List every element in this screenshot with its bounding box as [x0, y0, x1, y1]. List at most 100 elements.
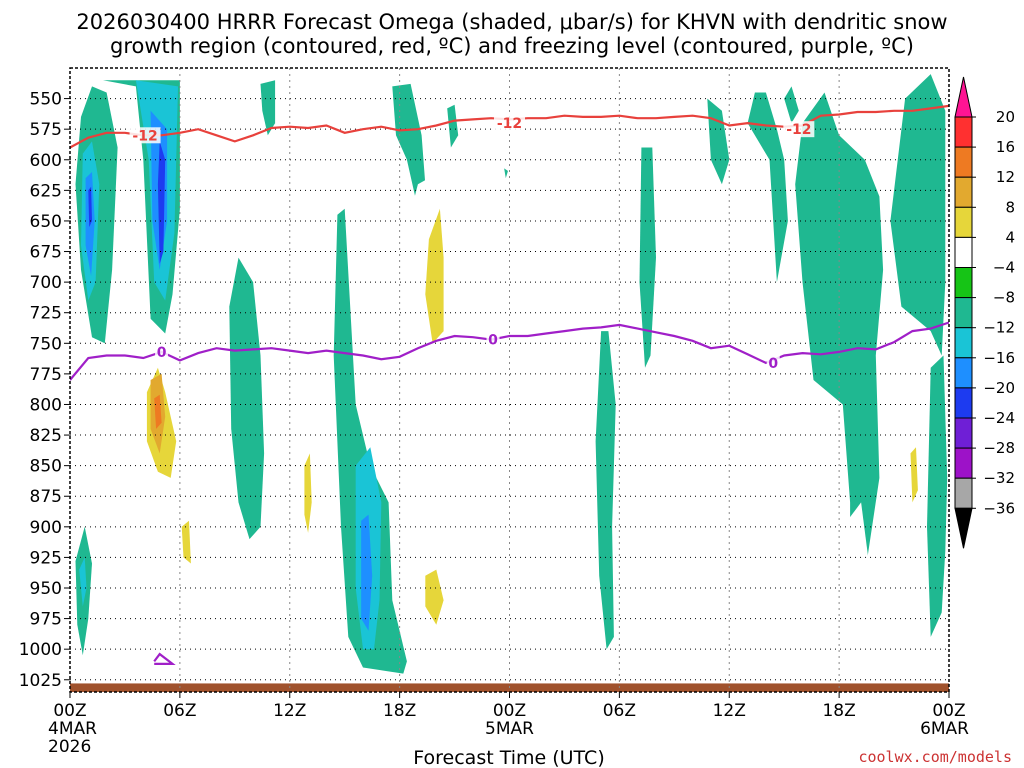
omega-region-12 — [333, 208, 407, 674]
y-tick-label: 550 — [30, 90, 62, 110]
dgz-contour-minus12-label-bg — [494, 115, 525, 132]
chart-title-line-1: 2026030400 HRRR Forecast Omega (shaded, … — [76, 10, 948, 34]
colorbar-label: −4 — [993, 259, 1015, 277]
omega-region-9 — [79, 557, 87, 607]
omega-region-38 — [425, 208, 444, 344]
y-tick-label: 900 — [30, 518, 62, 538]
y-tick-label: 975 — [30, 610, 62, 630]
y-tick-label: 600 — [30, 151, 62, 171]
dgz-contour-minus12-label: -12 — [132, 128, 157, 144]
omega-region-43 — [515, 184, 525, 270]
y-tick-label: 650 — [30, 212, 62, 232]
omega-region-39 — [432, 129, 444, 185]
freezing-level-contour-0 — [70, 321, 949, 381]
colorbar-segment — [954, 477, 973, 509]
freezing-level-contour-0-label: 0 — [157, 345, 167, 361]
freezing-level-contour-0-label-bg — [766, 354, 780, 371]
colorbar-segment — [954, 357, 973, 389]
y-tick-label: 675 — [30, 243, 62, 263]
omega-region-42 — [469, 80, 517, 172]
omega-region-32 — [181, 520, 191, 564]
y-tick-label: 800 — [30, 395, 62, 415]
dgz-contour-minus12-label: -12 — [497, 116, 522, 132]
x-tick-label: 00Z — [493, 701, 526, 721]
y-tick-label: 575 — [30, 120, 62, 140]
dgz-contour-minus12-label: -12 — [786, 122, 811, 138]
plot-gridlines — [70, 68, 949, 692]
omega-region-10 — [229, 257, 265, 540]
colorbar-segment — [954, 267, 973, 299]
freezing-contour-near-surface — [153, 652, 176, 665]
colorbar-segment — [954, 447, 973, 479]
x-tick-sublabel: 5MAR — [485, 719, 534, 739]
colorbar-label: 8 — [1005, 198, 1015, 216]
freezing-level-contour-0-label: 0 — [488, 333, 498, 349]
colorbar-label: 4 — [1005, 228, 1015, 246]
colorbar-label: −16 — [983, 349, 1015, 367]
omega-region-41 — [425, 569, 444, 625]
freezing-level-contour-0-label-bg — [155, 343, 169, 360]
y-tick-label: 925 — [30, 548, 62, 568]
x-tick-label: 06Z — [603, 701, 636, 721]
omega-region-44 — [690, 220, 710, 637]
x-tick-label: 18Z — [383, 701, 416, 721]
omega-region-45 — [795, 465, 810, 564]
dgz-contour-minus12-label-bg — [783, 121, 815, 138]
y-tick-label: 725 — [30, 304, 62, 324]
colorbar-top-arrow — [955, 77, 972, 117]
omega-region-18 — [595, 331, 616, 650]
colorbar-label: −24 — [983, 409, 1015, 427]
omega-region-23 — [890, 74, 946, 356]
colorbar-bottom-arrow — [954, 507, 973, 549]
colorbar-label: −36 — [983, 499, 1015, 517]
omega-region-26 — [81, 361, 122, 558]
omega-region-15 — [392, 83, 426, 209]
y-tick-label: 950 — [30, 579, 62, 599]
colorbar-segment — [954, 327, 973, 359]
dgz-contour-minus12-label-bg — [129, 127, 161, 144]
omega-region-21 — [747, 92, 788, 283]
colorbar-label: −12 — [983, 319, 1015, 337]
omega-region-33 — [223, 514, 239, 631]
x-tick-sublabel: 6MAR — [920, 719, 969, 739]
colorbar-segment — [954, 297, 973, 329]
omega-shading — [70, 74, 949, 692]
y-tick-label: 700 — [30, 273, 62, 293]
freezing-level-contour-0-label: 0 — [768, 356, 778, 372]
temperature-contours: -12 -12 -12 0 0 0 — [70, 104, 949, 665]
x-tick-label: 00Z — [932, 701, 965, 721]
omega-region-46 — [839, 502, 873, 650]
omega-region-3 — [88, 186, 92, 228]
omega-region-20 — [707, 98, 730, 185]
y-tick-label: 825 — [30, 426, 62, 446]
omega-region-34 — [265, 159, 279, 356]
x-tick-label: 06Z — [163, 701, 196, 721]
omega-region-7 — [157, 141, 166, 264]
x-tick-label: 00Z — [53, 701, 86, 721]
y-tick-label: 625 — [30, 181, 62, 201]
x-tick-label: 18Z — [822, 701, 855, 721]
y-tick-label: 1025 — [19, 671, 62, 691]
omega-region-24 — [927, 355, 948, 637]
axes: 550 575 600 625 650 675 700 725 750 775 800 825 850 8… — [19, 90, 969, 757]
y-tick-label: 1000 — [19, 640, 62, 660]
colorbar-segment — [954, 206, 973, 238]
colorbar-label: −28 — [983, 439, 1015, 457]
colorbar-label: −8 — [993, 289, 1015, 307]
omega-region-25 — [784, 86, 799, 124]
colorbar-segment — [954, 417, 973, 449]
colorbar-label: 20 — [996, 108, 1015, 126]
omega-region-30 — [154, 394, 162, 429]
y-tick-label: 775 — [30, 365, 62, 385]
colorbar-segment — [954, 236, 973, 268]
colorbar-label: 12 — [996, 168, 1015, 186]
colorbar-segment — [954, 176, 973, 208]
colorbar-label: 16 — [996, 138, 1015, 156]
colorbar-segment — [954, 116, 973, 148]
omega-region-14 — [361, 514, 373, 631]
omega-region-22 — [795, 92, 884, 601]
chart-title-line-2: growth region (contoured, red, ºC) and f… — [110, 34, 914, 58]
x-tick-label: 12Z — [713, 701, 746, 721]
colorbar-label: −32 — [983, 469, 1015, 487]
